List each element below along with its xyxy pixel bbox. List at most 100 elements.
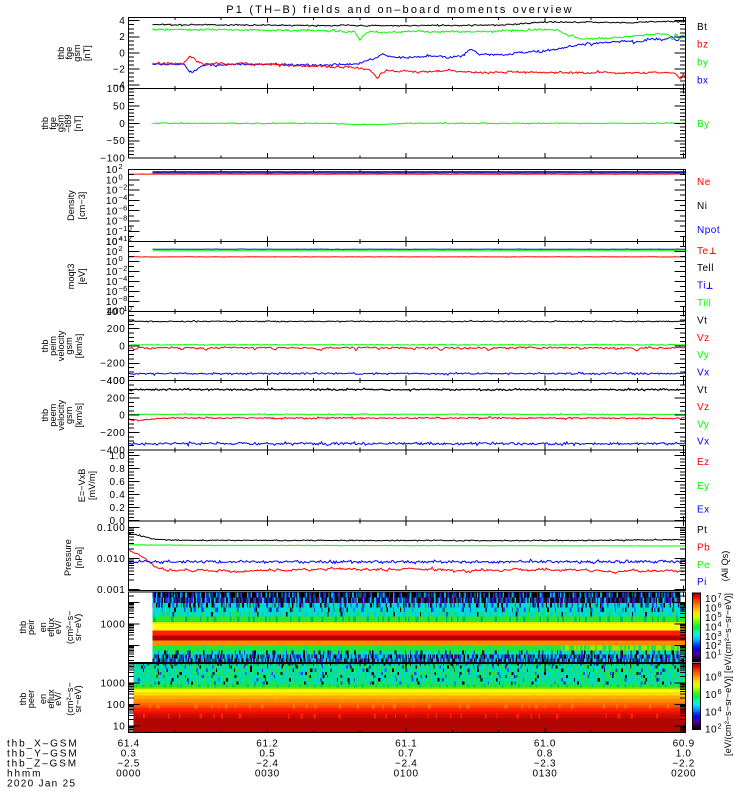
svg-text:1: 1 (718, 648, 722, 657)
svg-text:1000: 1000 (100, 678, 125, 689)
svg-text:Ex: Ex (697, 505, 710, 516)
svg-text:−8: −8 (119, 214, 128, 223)
svg-text:−10: −10 (119, 304, 133, 313)
svg-text:1000: 1000 (100, 619, 125, 630)
svg-text:[mV/m]: [mV/m] (87, 471, 97, 500)
svg-text:fge: fge (64, 47, 74, 60)
svg-text:0.3: 0.3 (121, 749, 137, 760)
svg-text:10: 10 (705, 725, 717, 736)
svg-text:0000: 0000 (116, 769, 141, 780)
svg-text:−6: −6 (119, 284, 128, 293)
svg-text:−2.2: −2.2 (672, 759, 695, 770)
svg-text:sr−eV): sr−eV) (73, 614, 83, 641)
svg-text:10: 10 (106, 287, 118, 298)
svg-text:thb: thb (40, 340, 50, 353)
svg-text:10: 10 (106, 165, 118, 176)
svg-text:10: 10 (106, 257, 118, 268)
svg-text:Density: Density (66, 190, 76, 221)
svg-text:Ti: Ti (697, 281, 706, 292)
svg-text:gsm: gsm (64, 406, 74, 424)
svg-text:thb: thb (18, 621, 28, 634)
svg-text:Pe: Pe (697, 560, 710, 571)
svg-text:en: en (38, 694, 48, 704)
svg-text:8: 8 (718, 670, 722, 679)
svg-text:(cm²−s−: (cm²−s− (65, 682, 75, 716)
svg-text:10: 10 (106, 206, 118, 217)
svg-text:10: 10 (106, 186, 118, 197)
svg-text:10: 10 (106, 307, 118, 318)
svg-text:thb: thb (18, 693, 28, 706)
svg-text:eflux: eflux (46, 617, 56, 637)
svg-text:61.2: 61.2 (256, 739, 278, 750)
svg-text:0: 0 (119, 119, 125, 130)
svg-text:−400: −400 (100, 376, 125, 387)
svg-text:61.1: 61.1 (395, 739, 417, 750)
svg-text:Ez: Ez (697, 457, 710, 468)
svg-text:0.7: 0.7 (398, 749, 414, 760)
svg-text:2: 2 (119, 162, 123, 171)
svg-text:60.9: 60.9 (673, 739, 695, 750)
svg-text:10: 10 (705, 690, 717, 701)
svg-text:−2.5: −2.5 (117, 759, 140, 770)
svg-text:−2.3: −2.3 (534, 759, 557, 770)
svg-text:10: 10 (113, 721, 126, 732)
svg-text:−4: −4 (119, 193, 128, 202)
svg-text:moqt3: moqt3 (66, 264, 76, 290)
svg-text:10: 10 (106, 227, 118, 238)
svg-text:0: 0 (119, 48, 125, 59)
svg-text:10: 10 (106, 237, 118, 248)
svg-text:[km/s]: [km/s] (74, 403, 84, 428)
svg-text:peir: peir (26, 620, 36, 635)
svg-text:[eV]: [eV] (77, 268, 87, 284)
svg-text:−6: −6 (119, 203, 128, 212)
svg-text:0: 0 (119, 411, 125, 422)
svg-text:4: 4 (119, 16, 125, 27)
svg-text:3: 3 (718, 629, 722, 638)
svg-text:−200: −200 (100, 359, 125, 370)
svg-text:Vz: Vz (697, 402, 710, 413)
svg-text:Te: Te (697, 246, 709, 257)
svg-text:Vz: Vz (697, 333, 710, 344)
svg-text:400: 400 (107, 376, 126, 387)
svg-text:By: By (697, 119, 710, 130)
svg-text:10: 10 (705, 707, 717, 718)
svg-text:6: 6 (718, 601, 722, 610)
svg-text:P1 (TH–B) fields and on–board: P1 (TH–B) fields and on–board moments ov… (226, 4, 574, 16)
svg-text:10: 10 (106, 196, 118, 207)
svg-text:Vy: Vy (697, 419, 709, 430)
svg-text:peem: peem (48, 403, 58, 426)
svg-text:200: 200 (107, 393, 126, 404)
svg-text:Vt: Vt (697, 385, 707, 396)
svg-text:−8: −8 (119, 294, 128, 303)
svg-text:10: 10 (106, 247, 118, 258)
svg-text:−2: −2 (119, 183, 128, 192)
svg-text:velocity: velocity (56, 400, 66, 431)
svg-text:10: 10 (705, 673, 717, 684)
svg-text:−4: −4 (113, 81, 126, 92)
svg-text:−400: −400 (100, 445, 125, 456)
svg-text:sr−eV): sr−eV) (73, 685, 83, 712)
svg-text:6: 6 (718, 687, 722, 696)
svg-text:fge: fge (48, 117, 58, 130)
svg-text:10: 10 (106, 297, 118, 308)
svg-text:−50: −50 (106, 136, 125, 147)
svg-text:Till: Till (697, 298, 711, 309)
svg-text:2020 Jan 25: 2020 Jan 25 (7, 779, 76, 790)
svg-text:10: 10 (705, 641, 717, 652)
svg-text:2: 2 (119, 32, 125, 43)
svg-text:2: 2 (119, 244, 123, 253)
svg-text:thb_Z–GSM: thb_Z–GSM (7, 759, 78, 770)
svg-text:0.001: 0.001 (97, 585, 126, 596)
svg-text:200: 200 (107, 324, 126, 335)
svg-text:gsm: gsm (72, 44, 82, 62)
svg-text:10: 10 (106, 267, 118, 278)
svg-text:by: by (697, 58, 709, 69)
svg-text:Ne: Ne (697, 177, 711, 188)
svg-text:gsm: gsm (56, 114, 66, 132)
svg-text:−200: −200 (100, 428, 125, 439)
svg-text:[km/s]: [km/s] (74, 334, 84, 359)
svg-text:0.6: 0.6 (109, 477, 125, 488)
svg-text:en: en (38, 622, 48, 632)
svg-text:[nT]: [nT] (73, 115, 83, 131)
svg-text:eV/: eV/ (53, 692, 63, 706)
